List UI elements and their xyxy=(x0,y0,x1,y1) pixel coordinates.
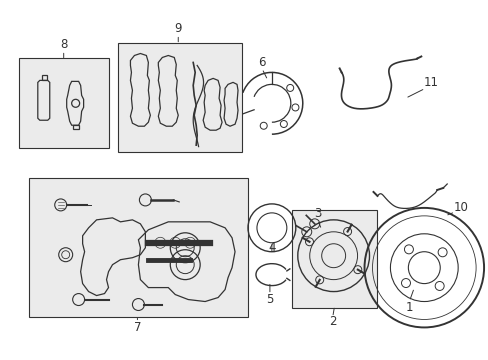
Bar xyxy=(19,58,108,148)
Text: 9: 9 xyxy=(174,22,182,35)
Text: 11: 11 xyxy=(423,76,438,89)
Bar xyxy=(29,178,247,318)
Text: 10: 10 xyxy=(453,201,468,215)
Text: 8: 8 xyxy=(60,38,67,51)
Text: 5: 5 xyxy=(265,293,273,306)
Bar xyxy=(291,210,377,307)
Text: 6: 6 xyxy=(258,56,265,69)
Text: 3: 3 xyxy=(313,207,321,220)
Text: 1: 1 xyxy=(405,301,412,314)
Text: 4: 4 xyxy=(267,241,275,254)
Text: 2: 2 xyxy=(328,315,336,328)
Text: 7: 7 xyxy=(133,321,141,334)
Bar xyxy=(118,42,242,152)
